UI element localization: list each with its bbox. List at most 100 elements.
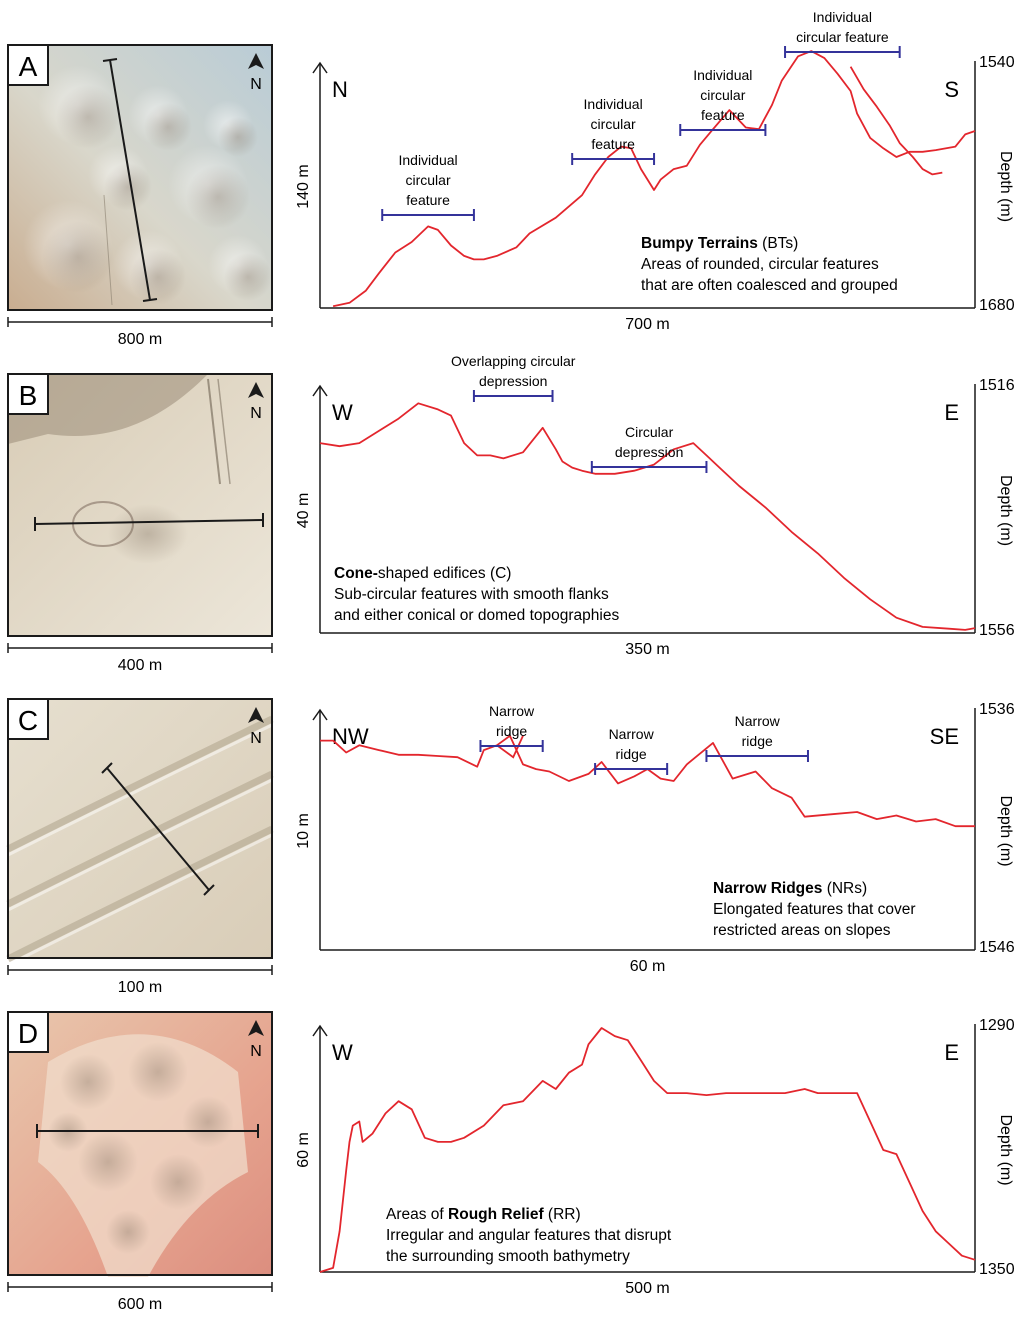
map-bump-shadow bbox=[224, 253, 272, 301]
profile-line bbox=[320, 734, 975, 828]
feature-annotation: depression bbox=[479, 373, 548, 389]
depth-bottom-label: 1350 bbox=[979, 1261, 1015, 1278]
feature-type-description: Sub-circular features with smooth flanks bbox=[334, 586, 609, 603]
feature-annotation: Narrow bbox=[489, 703, 535, 719]
map-ridge bbox=[6, 715, 274, 853]
map-scale-label: 600 m bbox=[118, 1296, 162, 1313]
map-profile-tick bbox=[203, 884, 215, 896]
map-rough-feature bbox=[106, 1210, 150, 1254]
depth-bottom-label: 1546 bbox=[979, 939, 1015, 956]
depth-bottom-label: 1556 bbox=[979, 622, 1015, 639]
panel-a: A N 800 m 140 m 700 m 1540 1680 Depth (m) N S Indi… bbox=[7, 9, 1015, 348]
feature-annotation: Individual bbox=[398, 152, 457, 168]
feature-type-title: Narrow Ridges (NRs) bbox=[713, 880, 867, 897]
map-rough-feature bbox=[150, 1154, 206, 1210]
feature-annotation: depression bbox=[615, 444, 684, 460]
north-label: N bbox=[250, 730, 262, 747]
panel-letter: A bbox=[19, 51, 38, 82]
map-bump-shadow bbox=[56, 85, 120, 149]
map-profile-line bbox=[34, 519, 264, 525]
map-scale-label: 400 m bbox=[118, 657, 162, 674]
map-bump-shadow bbox=[130, 249, 186, 305]
profile-line-segment bbox=[849, 66, 943, 176]
north-label: N bbox=[250, 76, 262, 93]
map-ridge bbox=[6, 770, 274, 908]
panel-letter-box bbox=[7, 698, 49, 740]
feature-annotation: ridge bbox=[742, 733, 773, 749]
depth-top-label: 1290 bbox=[979, 1017, 1015, 1034]
north-arrow-icon bbox=[248, 382, 264, 398]
direction-right-label: E bbox=[944, 400, 959, 425]
direction-left-label: W bbox=[332, 400, 353, 425]
depth-axis-label: Depth (m) bbox=[997, 1114, 1014, 1185]
panel-letter-box bbox=[7, 373, 49, 415]
map-profile-tick bbox=[142, 298, 158, 302]
map-bump-shadow bbox=[42, 221, 114, 293]
vertical-scale-label: 40 m bbox=[295, 493, 312, 529]
horizontal-scale-label: 500 m bbox=[625, 1280, 669, 1297]
depth-top-label: 1540 bbox=[979, 54, 1015, 71]
profile-line bbox=[319, 402, 976, 631]
feature-type-description: Irregular and angular features that disr… bbox=[386, 1227, 672, 1244]
feature-type-title: Areas of Rough Relief (RR) bbox=[386, 1206, 581, 1223]
panel-letter: C bbox=[18, 705, 38, 736]
map-rough-feature bbox=[182, 1096, 234, 1148]
north-label: N bbox=[250, 1043, 262, 1060]
map-track bbox=[207, 378, 221, 485]
map-ridge-highlight bbox=[7, 778, 273, 912]
horizontal-scale-label: 60 m bbox=[630, 958, 666, 975]
north-arrow-icon bbox=[248, 707, 264, 723]
map-bump-shadow bbox=[186, 165, 250, 229]
feature-annotation: circular feature bbox=[796, 29, 889, 45]
direction-left-label: N bbox=[332, 77, 348, 102]
feature-type-description: the surrounding smooth bathymetry bbox=[386, 1248, 630, 1265]
horizontal-scale-label: 700 m bbox=[625, 316, 669, 333]
vertical-scale-label: 60 m bbox=[295, 1132, 312, 1168]
feature-annotation: Narrow bbox=[735, 713, 781, 729]
depth-bottom-label: 1680 bbox=[979, 297, 1015, 314]
depth-axis-label: Depth (m) bbox=[997, 475, 1014, 546]
map-profile-tick bbox=[102, 58, 118, 62]
map-rough-feature bbox=[60, 1054, 116, 1110]
profile-line-spike bbox=[496, 735, 524, 759]
feature-annotation: circular bbox=[406, 172, 451, 188]
feature-type-description: Elongated features that cover bbox=[713, 901, 916, 918]
feature-annotation: circular bbox=[700, 87, 745, 103]
map-scale-label: 800 m bbox=[118, 331, 162, 348]
axis-arrow-icon bbox=[312, 384, 328, 397]
map-bump-shadow bbox=[104, 163, 152, 211]
vertical-scale-label: 10 m bbox=[295, 813, 312, 849]
map-ridge-highlight bbox=[7, 833, 273, 967]
map-depression bbox=[108, 504, 188, 564]
feature-annotation: circular bbox=[591, 116, 636, 132]
feature-type-description: Areas of rounded, circular features bbox=[641, 256, 879, 273]
panel-letter-box bbox=[7, 1011, 49, 1053]
feature-annotation: Individual bbox=[693, 67, 752, 83]
direction-right-label: E bbox=[944, 1040, 959, 1065]
feature-annotation: Individual bbox=[584, 96, 643, 112]
feature-type-description: that are often coalesced and grouped bbox=[641, 277, 898, 294]
panel-d: D N 600 m 60 m 500 m 1290 1350 Depth (m) W E Areas… bbox=[7, 1011, 1015, 1313]
north-arrow-icon bbox=[248, 53, 264, 69]
feature-type-description: restricted areas on slopes bbox=[713, 922, 891, 939]
panel-letter: B bbox=[19, 380, 38, 411]
map-frame bbox=[7, 1011, 273, 1276]
axis-arrow-icon bbox=[312, 1024, 328, 1037]
horizontal-scale-label: 350 m bbox=[625, 641, 669, 658]
panel-letter: D bbox=[18, 1018, 38, 1049]
map-track bbox=[103, 194, 113, 306]
feature-annotation: Overlapping circular bbox=[451, 353, 576, 369]
north-arrow-icon bbox=[248, 1020, 264, 1036]
depth-axis-label: Depth (m) bbox=[997, 151, 1014, 222]
map-profile-line bbox=[109, 59, 151, 301]
map-track bbox=[217, 378, 231, 485]
map-ridge bbox=[6, 825, 274, 963]
axis-arrow-icon bbox=[312, 61, 328, 74]
feature-annotation: feature bbox=[701, 107, 745, 123]
map-scale-label: 100 m bbox=[118, 979, 162, 996]
map-profile-tick bbox=[101, 762, 113, 774]
feature-annotation: feature bbox=[591, 136, 635, 152]
map-frame bbox=[7, 698, 273, 959]
map-slope bbox=[8, 374, 208, 444]
